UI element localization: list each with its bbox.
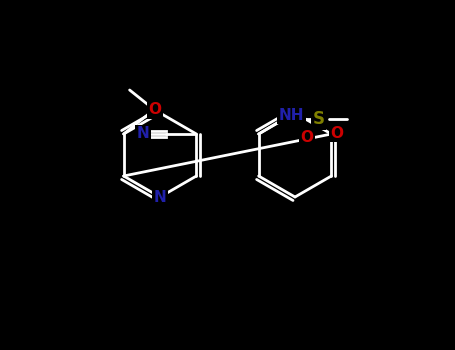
Text: S: S	[313, 110, 324, 128]
Text: N: N	[154, 189, 167, 204]
Text: O: O	[330, 126, 343, 140]
Text: O: O	[148, 103, 161, 118]
Text: N: N	[137, 126, 150, 141]
Text: O: O	[300, 130, 313, 145]
Text: NH: NH	[279, 107, 304, 122]
